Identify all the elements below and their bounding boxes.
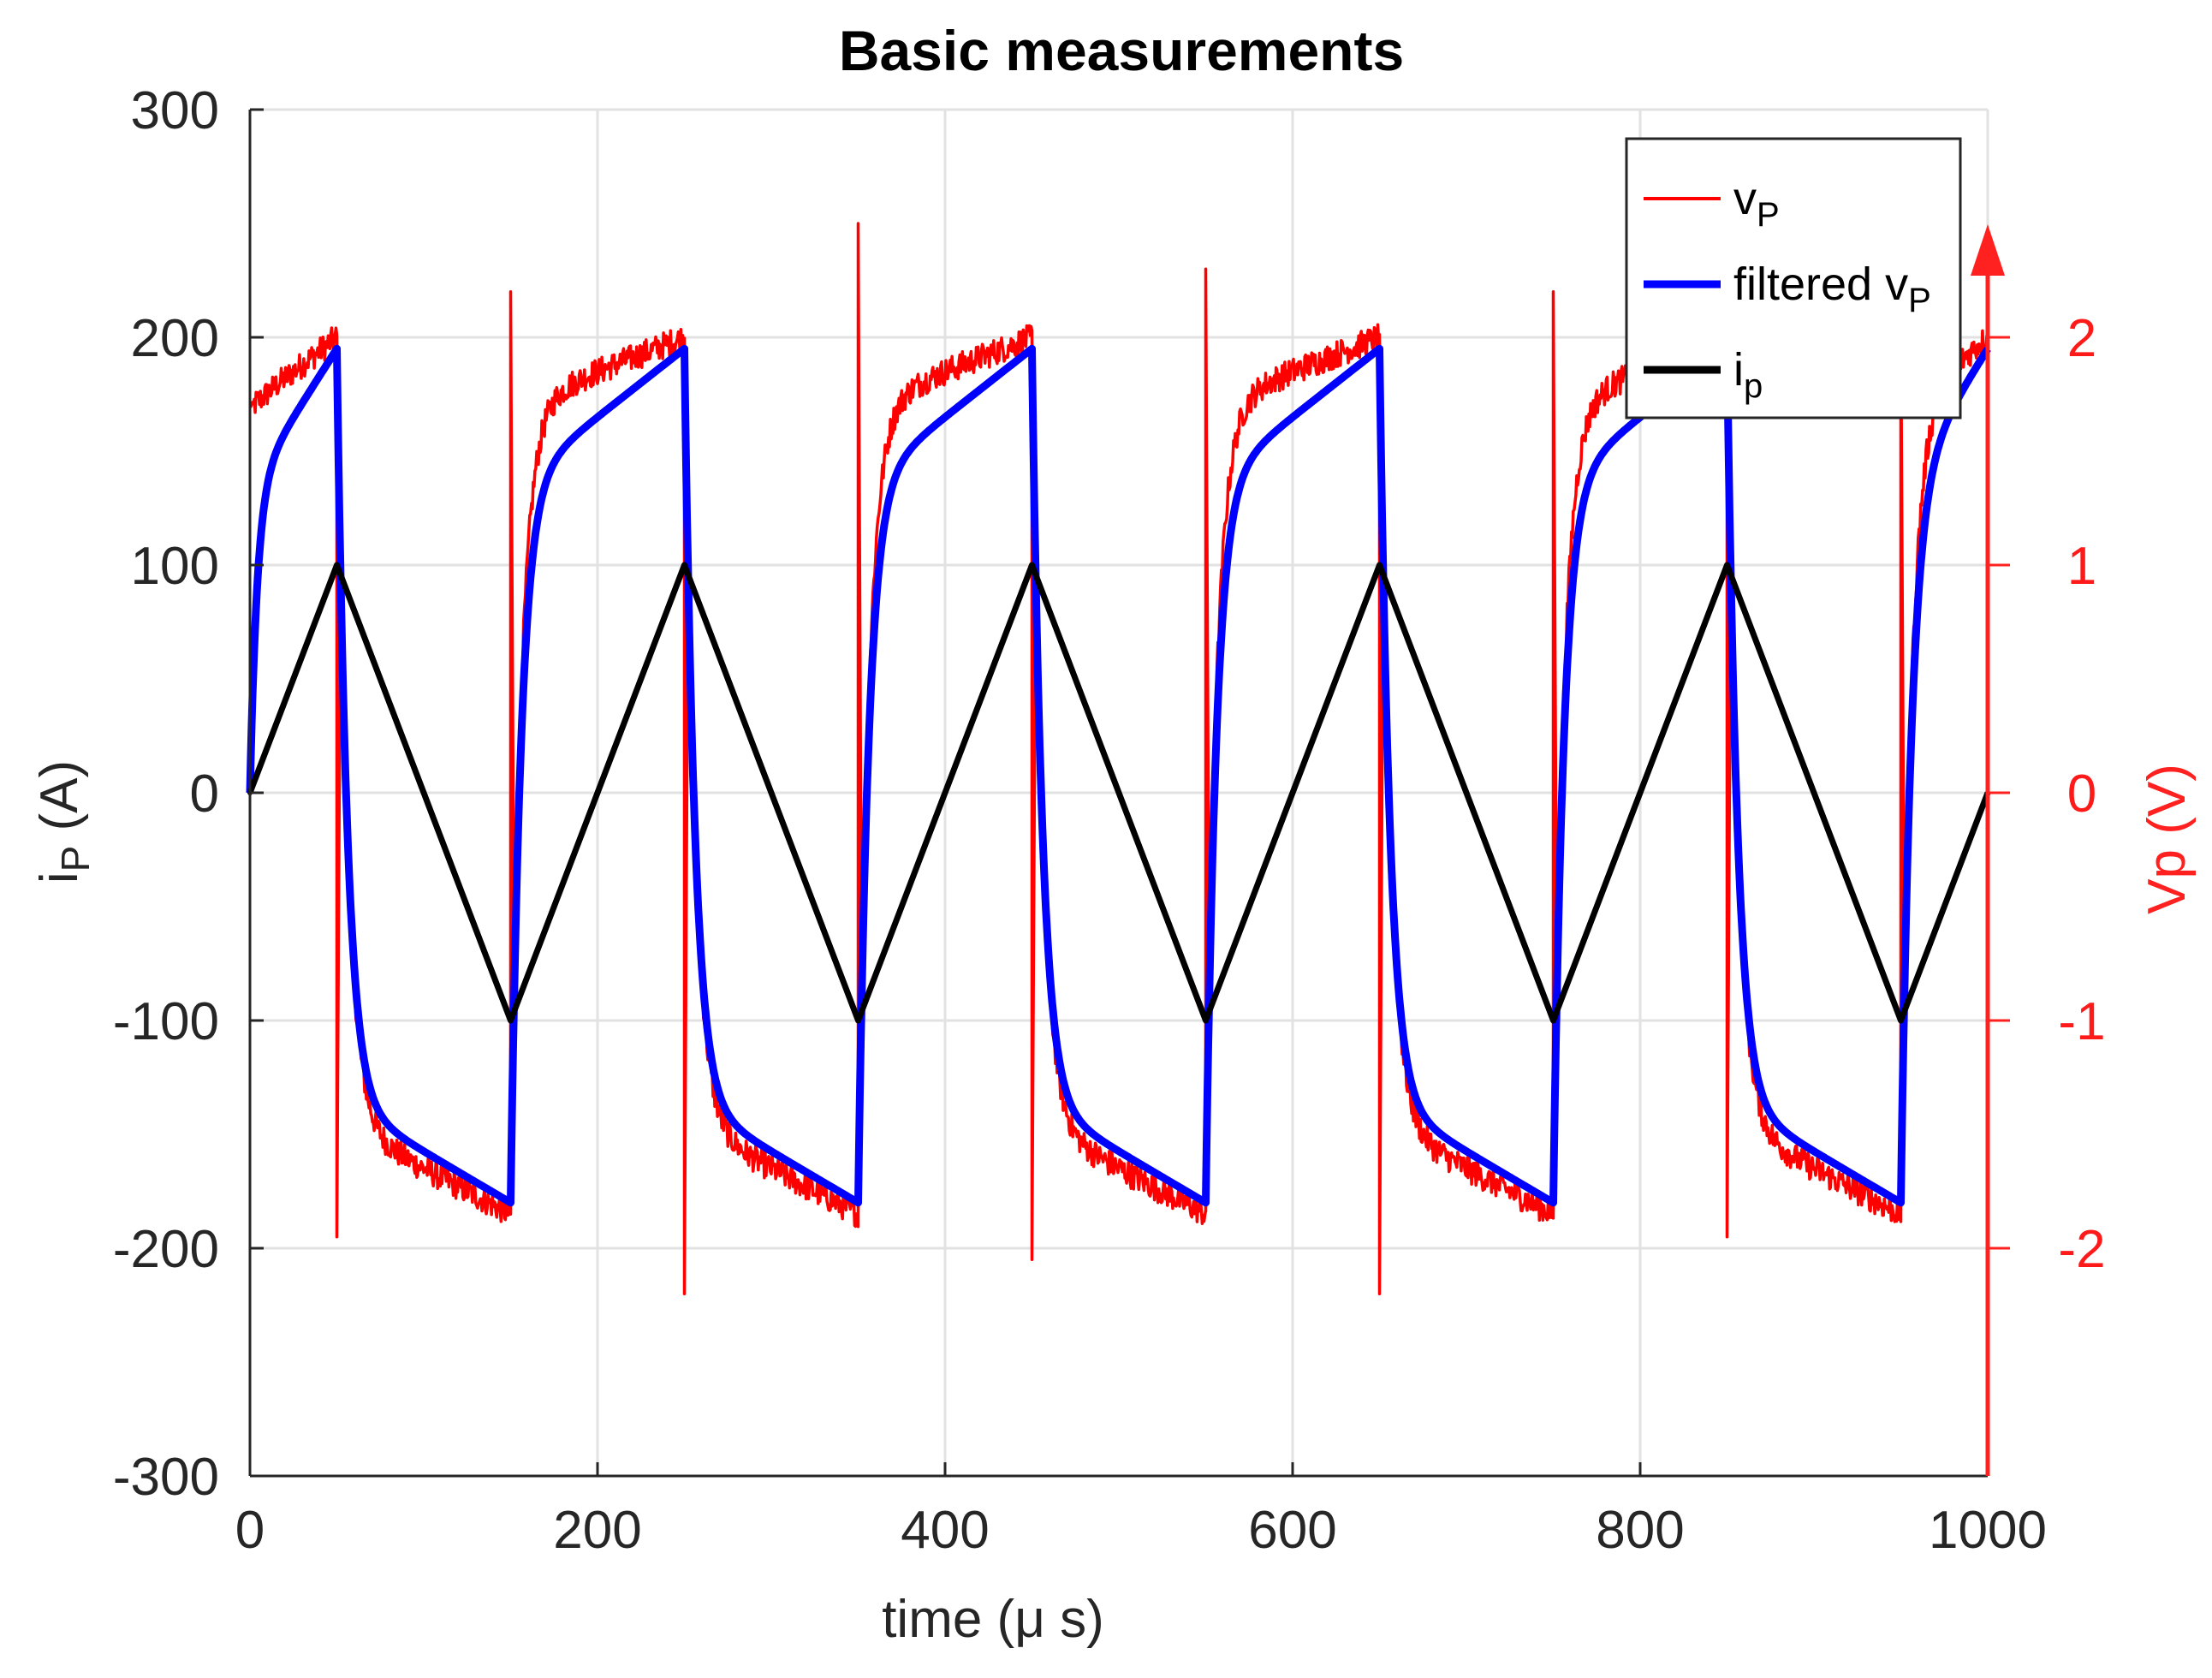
- y-tick-label-right: 0: [2067, 765, 2096, 824]
- y-tick-label-left: 0: [190, 765, 219, 824]
- y-axis-label-left-rest: (A): [30, 760, 89, 846]
- series-ip-point: [1029, 562, 1035, 568]
- y-tick-label-right: -1: [2058, 992, 2105, 1051]
- axes: [248, 108, 2010, 1478]
- y-axis-label-right: Vp (V): [2138, 764, 2197, 914]
- y-axis-label-left-main: i: [30, 872, 89, 884]
- y-tick-label-right: -2: [2058, 1220, 2105, 1279]
- y-tick-label-left: 200: [131, 309, 219, 368]
- series-ip-point: [1724, 562, 1730, 568]
- y-tick-label-left: -200: [113, 1220, 219, 1279]
- y-tick-label-left: -300: [113, 1448, 219, 1507]
- legend-label: ip: [1733, 344, 1763, 405]
- legend-label-main: v: [1733, 173, 1757, 224]
- legend-label-main: filtered v: [1733, 259, 1908, 310]
- legend-label: vP: [1733, 173, 1780, 234]
- ticks: 0 200 400 600 800 10003002001000-100-200-3002…: [113, 81, 2106, 1560]
- y-tick-label-right: 1: [2067, 537, 2096, 596]
- y-axis-label-left-sub: P: [53, 846, 98, 872]
- series-ip-point: [334, 562, 340, 568]
- series-ip: [247, 562, 1991, 1024]
- x-tick-label: 1000: [1929, 1501, 2047, 1560]
- series-ip-point: [1898, 1018, 1904, 1023]
- series-ip-point: [1550, 1018, 1556, 1023]
- series-ip-point: [1203, 1018, 1209, 1023]
- legend-label-sub: p: [1744, 367, 1763, 405]
- legend-label-sub: P: [1908, 282, 1931, 319]
- y-tick-label-left: 300: [131, 81, 219, 140]
- x-tick-label: 800: [1596, 1501, 1684, 1560]
- x-tick-label: 200: [553, 1501, 641, 1560]
- x-tick-label: 400: [901, 1501, 989, 1560]
- y-axis-right-arrow: [1971, 224, 2005, 276]
- x-axis-label: time (μ s): [882, 1590, 1104, 1649]
- legend-label-main: i: [1733, 344, 1744, 396]
- series-ip-point: [855, 1018, 861, 1023]
- legend-label: filtered vP: [1733, 259, 1931, 319]
- series-ip-point: [681, 562, 687, 568]
- y-axis-label-left: iP (A): [30, 760, 98, 884]
- series-ip-point: [1377, 562, 1382, 568]
- legend-label-sub: P: [1757, 196, 1780, 234]
- y-tick-label-right: 2: [2067, 309, 2096, 368]
- y-tick-label-left: 100: [131, 537, 219, 596]
- y-tick-label-left: -100: [113, 992, 219, 1051]
- series-ip-point: [508, 1018, 514, 1023]
- chart-title: Basic measurements: [839, 19, 1404, 82]
- x-tick-label: 600: [1248, 1501, 1336, 1560]
- x-tick-label: 0: [235, 1501, 265, 1560]
